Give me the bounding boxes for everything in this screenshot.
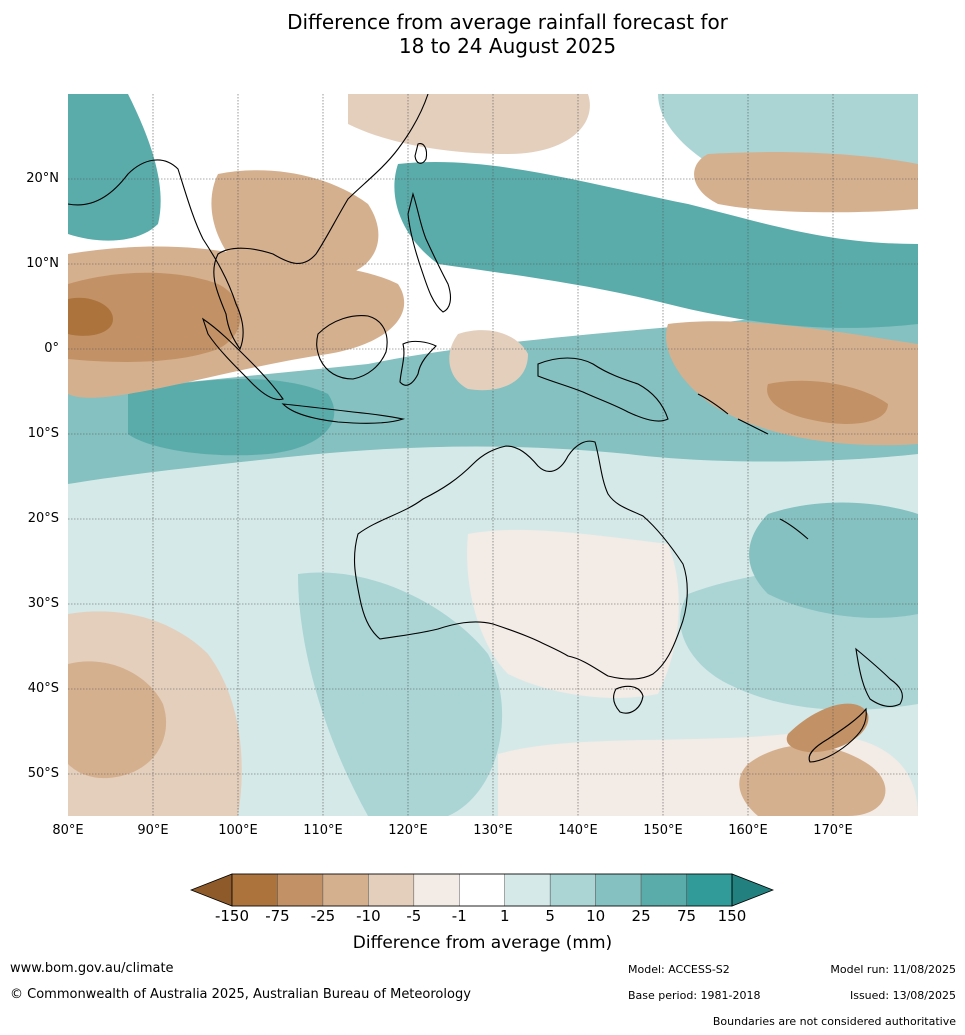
lon-label-110e: 110°E <box>303 823 343 838</box>
colorbar-tick-label: 5 <box>545 907 555 925</box>
lon-label-160e: 160°E <box>728 823 768 838</box>
new-zealand-north-island <box>855 647 903 708</box>
footer-model-run: Model run: 11/08/2025 <box>830 963 956 976</box>
north-pacific-brown <box>694 152 918 213</box>
lat-label-0: 0° <box>44 341 59 356</box>
png-brown <box>449 330 528 391</box>
colorbar-outline <box>231 873 733 907</box>
colorbar-tick-label: -1 <box>451 907 467 925</box>
coastlines <box>68 94 903 763</box>
footer-model: Model: ACCESS-S2 <box>628 963 730 976</box>
lon-label-130e: 130°E <box>473 823 513 838</box>
colorbar-swatch <box>413 873 460 907</box>
title-line-1: Difference from average rainfall forecas… <box>287 10 728 34</box>
borneo-coastline <box>316 315 388 380</box>
lon-label-80e: 80°E <box>52 823 84 838</box>
colorbar-swatch <box>322 873 369 907</box>
colorbar-extend-high <box>731 873 775 907</box>
lon-label-150e: 150°E <box>643 823 683 838</box>
indian-ocean-teal-dark <box>128 379 335 456</box>
colorbar-tick-label: -75 <box>265 907 290 925</box>
colorbar-swatch <box>231 873 278 907</box>
colorbar-tick-label: 75 <box>676 907 697 925</box>
colorbar-label: Difference from average (mm) <box>352 933 613 953</box>
lat-label-40s: 40°S <box>27 681 59 696</box>
colorbar-extend-low <box>189 873 233 907</box>
lat-label-20n: 20°N <box>26 171 59 186</box>
lat-label-50s: 50°S <box>27 766 59 781</box>
lat-label-20s: 20°S <box>27 511 59 526</box>
footer-issued: Issued: 13/08/2025 <box>849 989 956 1002</box>
mainland-asia-coastline <box>68 94 429 351</box>
new-zealand-south-island <box>808 707 867 763</box>
rainfall-map-svg <box>68 94 918 816</box>
new-caledonia <box>779 518 809 540</box>
chart-title: Difference from average rainfall forecas… <box>0 10 965 58</box>
colorbar-swatch <box>640 873 687 907</box>
footer-copyright: © Commonwealth of Australia 2025, Austra… <box>10 987 471 1002</box>
nz-south-brown <box>739 745 886 816</box>
sulawesi-coastline <box>399 340 437 386</box>
nz-brown-dark <box>786 703 869 753</box>
lon-label-170e: 170°E <box>813 823 853 838</box>
southern-ocean-teal-mid <box>298 572 503 816</box>
colorbar-tick-label: 150 <box>717 907 747 925</box>
lon-label-140e: 140°E <box>558 823 598 838</box>
bay-of-bengal-teal <box>68 94 161 241</box>
new-guinea-coastline <box>537 357 669 422</box>
colorbar-tick-label: -150 <box>214 907 250 925</box>
colorbar-swatch <box>595 873 642 907</box>
colorbar <box>189 873 775 907</box>
equatorial-brown-core <box>68 297 113 336</box>
australia-coastline <box>353 440 688 680</box>
indian-ocean-brown-dark <box>68 272 241 362</box>
philippines-teal-dark <box>394 162 918 328</box>
philippines-coastline <box>407 192 452 313</box>
lon-label-90e: 90°E <box>137 823 169 838</box>
taiwan-coastline <box>414 143 428 164</box>
colorbar-svg <box>189 873 775 907</box>
colorbar-swatch <box>459 873 505 907</box>
china-brown-light <box>348 94 590 154</box>
inland-australia-brown <box>467 529 679 698</box>
footer-disclaimer: Boundaries are not considered authoritat… <box>712 1015 956 1028</box>
lat-label-10s: 10°S <box>27 426 59 441</box>
lon-label-100e: 100°E <box>218 823 258 838</box>
tasman-teal-dark <box>749 502 918 618</box>
rainfall-map <box>68 94 918 816</box>
solomon-islands <box>697 393 769 435</box>
graticule <box>68 94 918 816</box>
footer-url[interactable]: www.bom.gov.au/climate <box>10 961 174 976</box>
title-line-2: 18 to 24 August 2025 <box>398 34 617 58</box>
colorbar-swatch <box>368 873 415 907</box>
southwest-brown-mid <box>68 661 167 779</box>
indochina-brown <box>211 170 379 278</box>
colorbar-tick-label: -25 <box>310 907 336 925</box>
lat-label-10n: 10°N <box>26 256 59 271</box>
lon-label-120e: 120°E <box>388 823 428 838</box>
colorbar-tick-label: -10 <box>356 907 381 925</box>
sumatra-coastline <box>201 317 284 401</box>
tasmania-coastline <box>613 685 644 714</box>
colorbar-swatch <box>504 873 551 907</box>
colorbar-swatch <box>686 873 733 907</box>
colorbar-tick-label: -5 <box>406 907 422 925</box>
south-pacific-brown-dark <box>767 380 888 424</box>
colorbar-tick-label: 10 <box>586 907 606 925</box>
colorbar-tick-label: 1 <box>499 907 510 925</box>
lat-label-30s: 30°S <box>27 596 59 611</box>
colorbar-tick-label: 25 <box>631 907 651 925</box>
colorbar-swatch <box>549 873 596 907</box>
footer-base-period: Base period: 1981-2018 <box>628 989 761 1002</box>
java-coastline <box>281 403 406 424</box>
colorbar-swatch <box>277 873 324 907</box>
